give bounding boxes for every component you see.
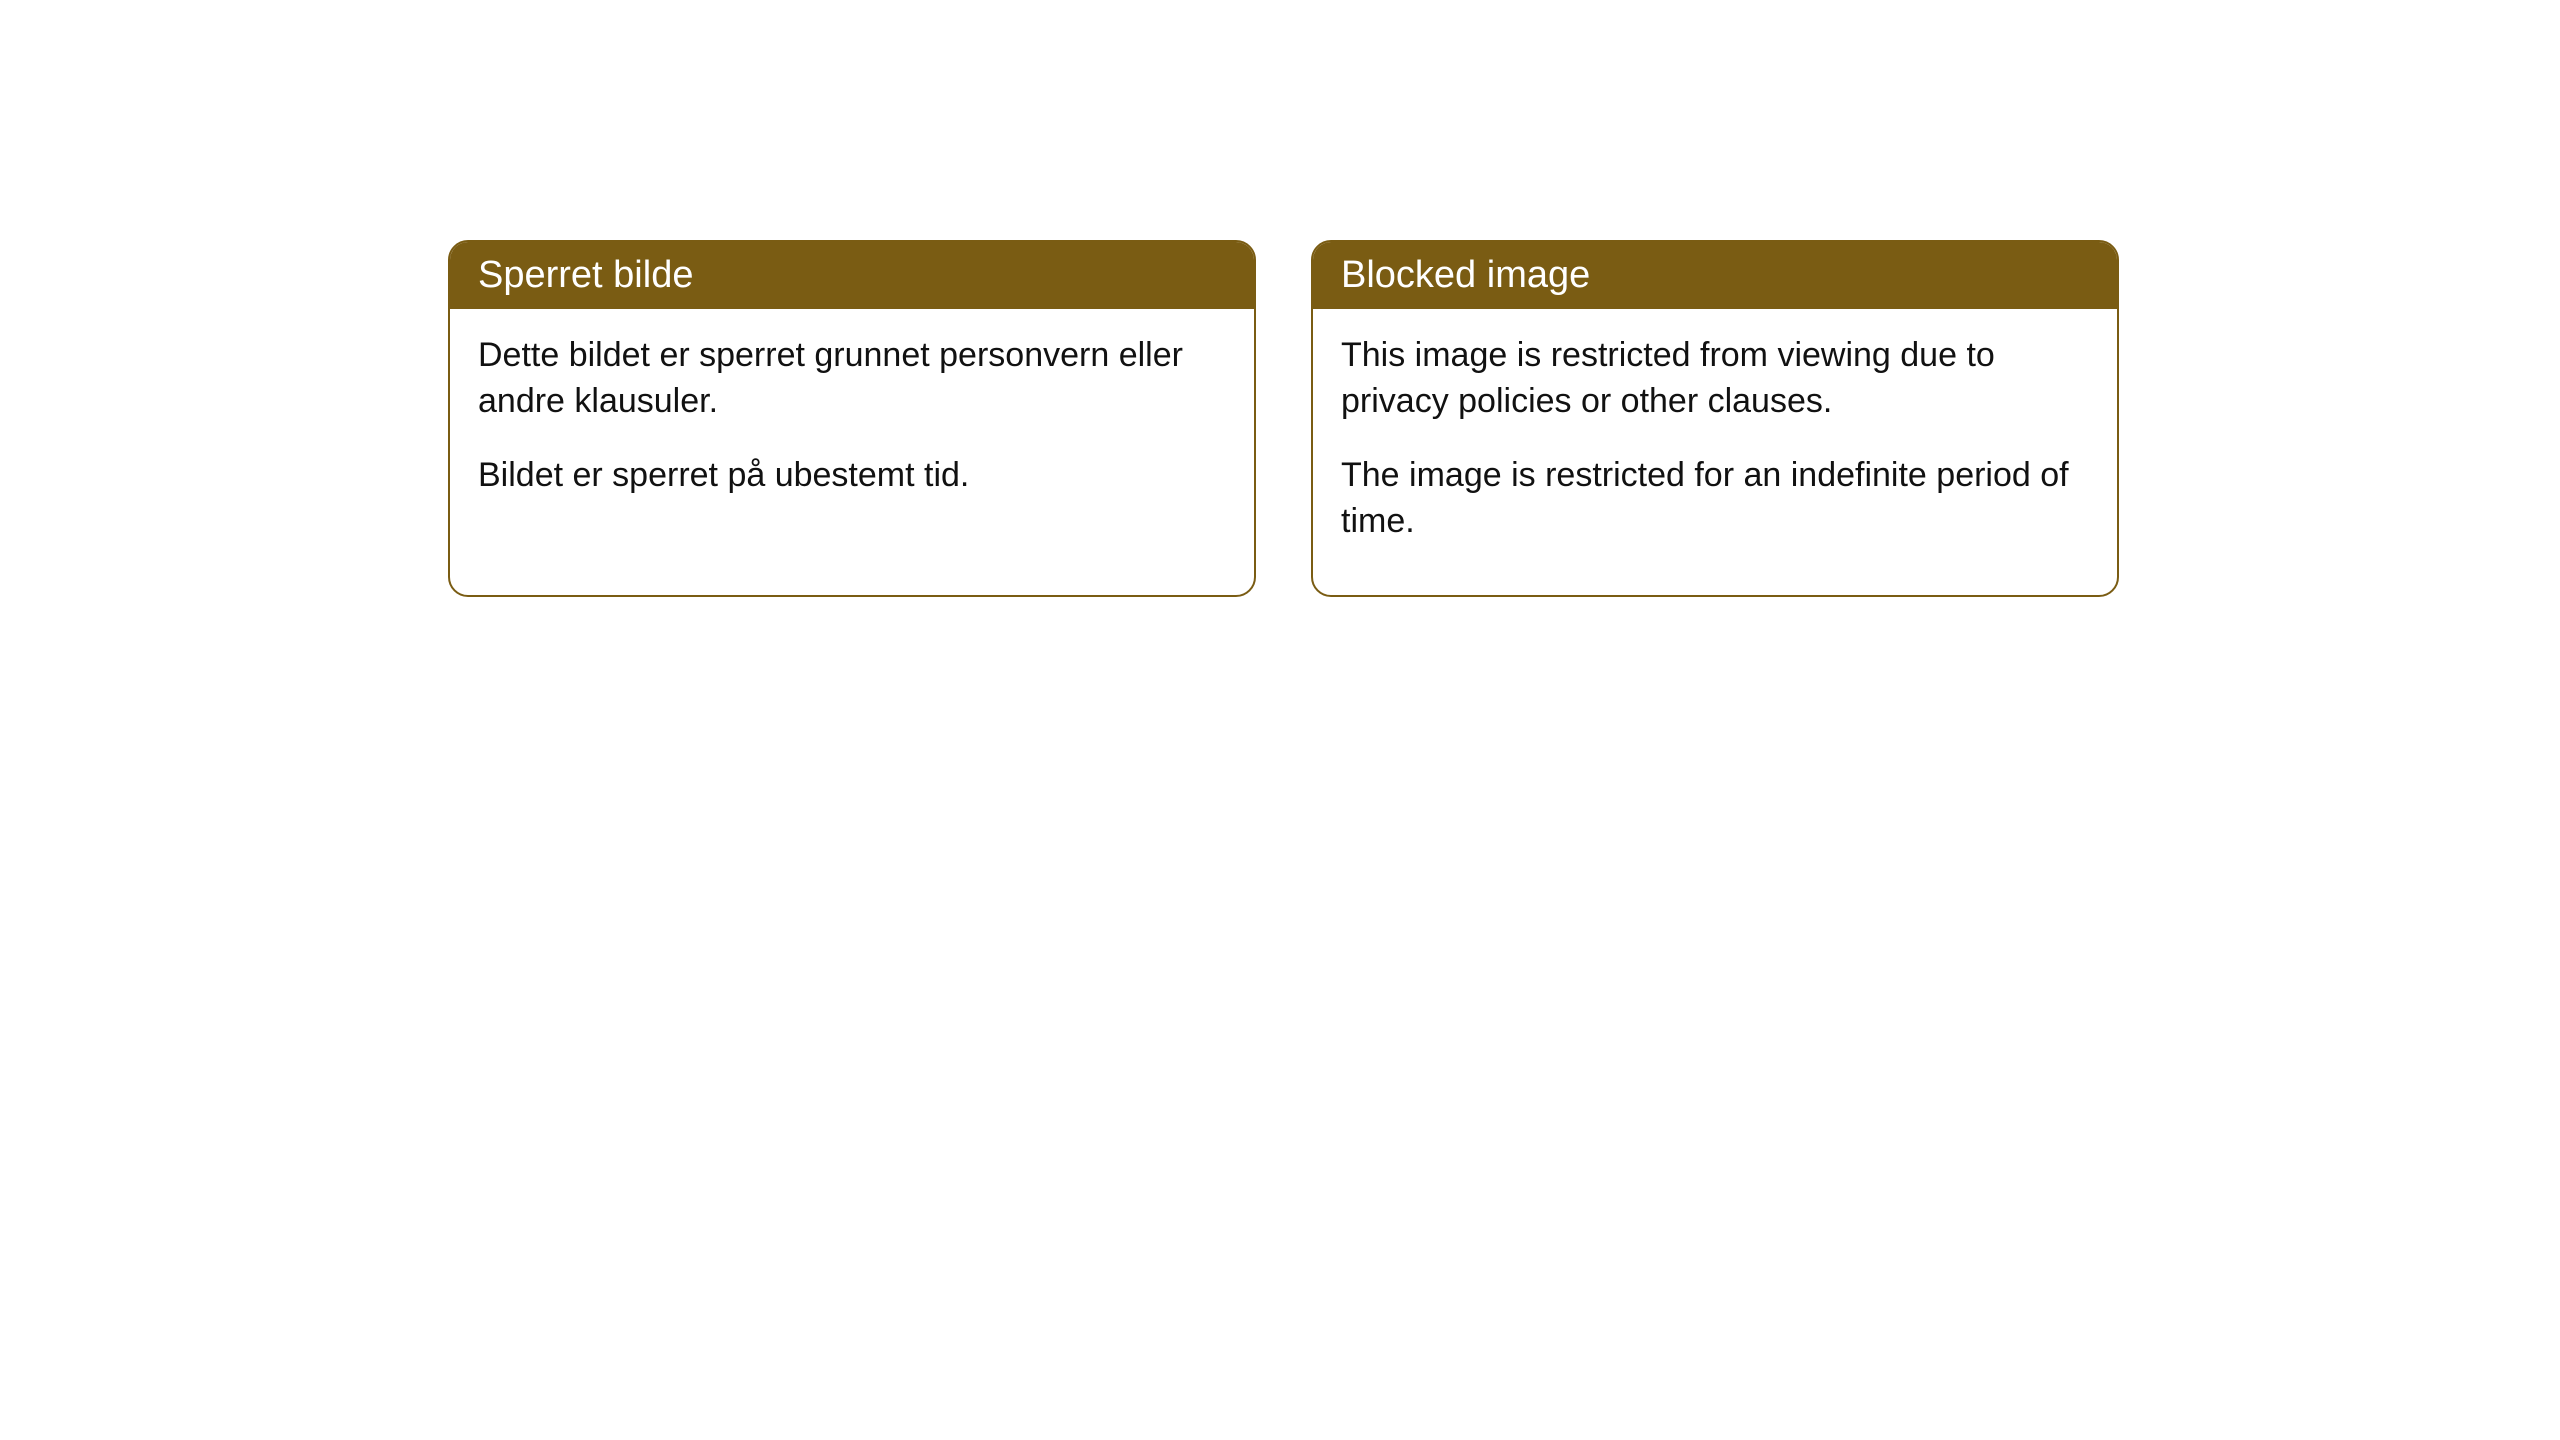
card-body-english: This image is restricted from viewing du… (1313, 309, 2117, 595)
card-text-norwegian-1: Dette bildet er sperret grunnet personve… (478, 333, 1226, 425)
card-text-english-1: This image is restricted from viewing du… (1341, 333, 2089, 425)
card-text-english-2: The image is restricted for an indefinit… (1341, 453, 2089, 545)
card-title-english: Blocked image (1341, 254, 1590, 296)
notice-cards-container: Sperret bilde Dette bildet er sperret gr… (448, 240, 2119, 597)
card-title-norwegian: Sperret bilde (478, 254, 693, 296)
card-body-norwegian: Dette bildet er sperret grunnet personve… (450, 309, 1254, 549)
blocked-image-card-english: Blocked image This image is restricted f… (1311, 240, 2119, 597)
card-text-norwegian-2: Bildet er sperret på ubestemt tid. (478, 453, 1226, 499)
card-header-norwegian: Sperret bilde (450, 242, 1254, 309)
blocked-image-card-norwegian: Sperret bilde Dette bildet er sperret gr… (448, 240, 1256, 597)
card-header-english: Blocked image (1313, 242, 2117, 309)
